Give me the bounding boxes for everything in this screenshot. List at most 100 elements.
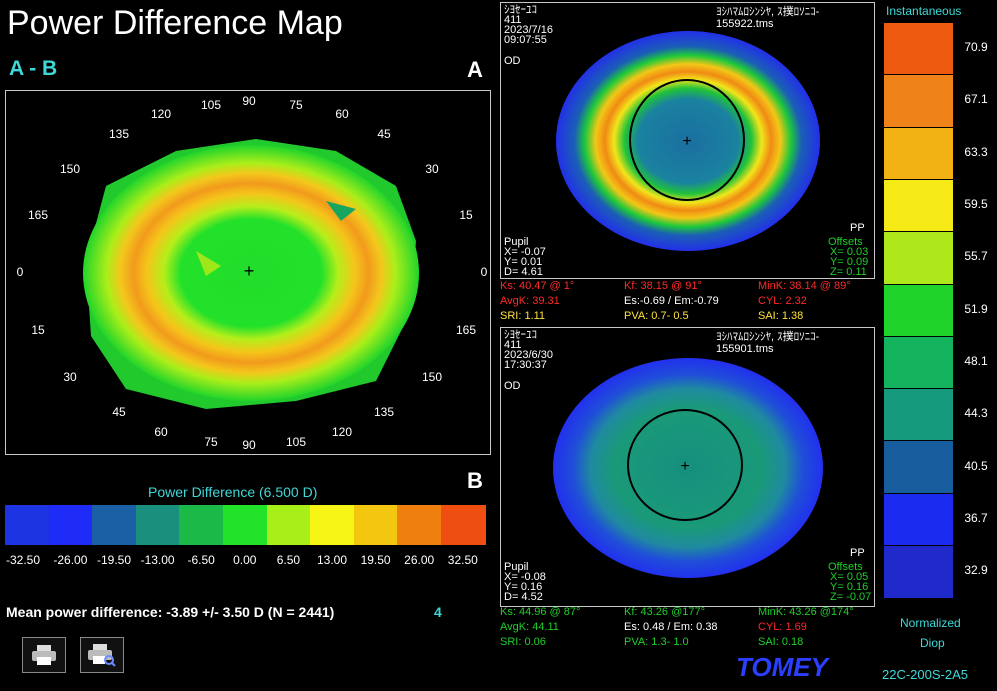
offsets-y: Y= 0.09 [830,256,869,268]
scale-swatch [884,545,953,599]
legend-swatch [266,505,312,545]
mean-power-difference: Mean power difference: -3.89 +/- 3.50 D … [6,604,335,620]
map-a-panel[interactable]: + [500,2,875,279]
tomey-logo: TOMEY [736,652,828,682]
printer-icon [32,645,56,665]
angle-label: 150 [60,162,80,176]
keratometry-value: PVA: 1.3- 1.0 [624,636,689,648]
pupil-x: X= -0.08 [504,571,546,583]
keratometry-value: AvgK: 39.31 [500,295,560,307]
map-header-left: 411 [504,14,522,26]
angle-label: 135 [374,405,394,419]
angle-label: 30 [63,370,77,384]
keratometry-value: CYL: 1.69 [758,621,807,633]
legend-label: 26.00 [404,553,435,567]
pp-label: PP [850,547,865,559]
angle-label: 0 [17,265,24,279]
print-preview-button[interactable] [80,637,124,673]
pupil-d: D= 4.52 [504,591,543,603]
label-a: A [467,57,483,82]
offsets-z: Z= -0.07 [830,591,872,603]
legend-swatch [223,505,268,545]
map-header-right: 155922.tms [716,18,774,30]
map-header-left: ｼﾖｾｰﾕｺ [504,4,537,16]
center-cross-icon: + [680,458,689,475]
center-cross-icon: + [682,133,691,150]
keratometry-value: Ks: 44.96 @ 87° [500,606,581,618]
scale-label: 32.9 [964,563,988,578]
pupil-x: X= -0.07 [504,246,546,258]
map-b-panel[interactable]: + [500,327,875,607]
legend-swatch [48,505,94,545]
angle-label: 90 [242,438,256,452]
legend-swatch [5,505,50,545]
map-header-left: 411 [504,339,522,351]
legend-label: -13.00 [140,553,175,567]
angle-label: 75 [204,435,218,449]
legend-label: 19.50 [360,553,391,567]
offsets-z: Z= 0.11 [830,266,867,278]
angle-label: 105 [201,98,221,112]
map-subtitle: A - B [9,57,58,80]
angle-label: 150 [422,370,442,384]
print-button[interactable] [22,637,66,673]
keratometry-value: SAI: 0.18 [758,636,804,648]
map-header-right: 155901.tms [716,343,774,355]
count-value: 4 [434,604,442,620]
scale-swatch [884,22,953,76]
scale-label: 36.7 [964,510,988,525]
legend-title: Power Difference (6.500 D) [148,484,318,500]
angle-label: 105 [286,435,306,449]
keratometry-value: SRI: 0.06 [500,636,546,648]
angle-label: 15 [459,208,473,222]
angle-label: 120 [151,107,171,121]
keratometry-value: Es: 0.48 / Em: 0.38 [624,621,718,633]
scale-swatch [884,126,953,180]
legend-label: 6.50 [276,553,301,567]
legend-label: -32.50 [5,553,41,567]
angle-label: 45 [112,405,126,419]
legend-label: 0.00 [233,553,257,567]
legend-swatch [179,505,224,545]
label-b: B [467,468,483,493]
offsets-label: Offsets [828,236,863,248]
angle-label: 135 [109,127,129,141]
pupil-label: Pupil [504,561,529,573]
angle-label: 45 [377,127,391,141]
legend-label: 32.50 [447,553,478,567]
keratometry-value: SRI: 1.11 [500,310,546,322]
legend-swatch [397,505,442,545]
keratometry-value: Es:-0.69 / Em:-0.79 [624,295,719,307]
legend-label: 13.00 [316,553,348,567]
offsets-y: Y= 0.16 [830,581,869,593]
keratometry-value: Kf: 43.26 @177° [624,606,706,618]
pupil-label: Pupil [504,236,529,248]
scale-swatch [884,231,953,285]
scale-footer-diop: Diop [920,636,945,650]
offsets-label: Offsets [828,561,863,573]
scale-label: 67.1 [964,92,988,107]
pupil-y: Y= 0.01 [504,256,543,268]
keratometry-value: Kf: 38.15 @ 91° [624,280,702,292]
map-header-left: ｼﾖｾｰﾕｺ [504,329,537,341]
offsets-x: X= 0.05 [830,571,869,583]
map-header-left: 2023/7/16 [504,24,553,36]
scale-label: 48.1 [964,353,988,368]
scale-title: Instantaneous [886,4,962,18]
legend-label: -19.50 [96,553,132,567]
angle-label: 165 [456,323,476,337]
scale-footer-normalized: Normalized [900,616,961,630]
keratometry-value: SAI: 1.38 [758,310,804,322]
difference-map-panel[interactable]: + 105 90 75 120 60 135 45 150 30 165 15 0 0 15 165 30 15… [5,90,491,455]
angle-label: 90 [242,94,256,108]
scale-swatch [884,178,953,233]
map-b: + [553,358,823,578]
legend-swatch [92,505,137,545]
keratometry-value: PVA: 0.7- 0.5 [624,310,689,322]
pp-label: PP [850,222,865,234]
legend-swatch [310,505,355,545]
keratometry-value: MinK: 38.14 @ 89° [758,280,851,292]
map-header-left: 09:07:55 [504,34,547,46]
angle-label: 30 [425,162,439,176]
